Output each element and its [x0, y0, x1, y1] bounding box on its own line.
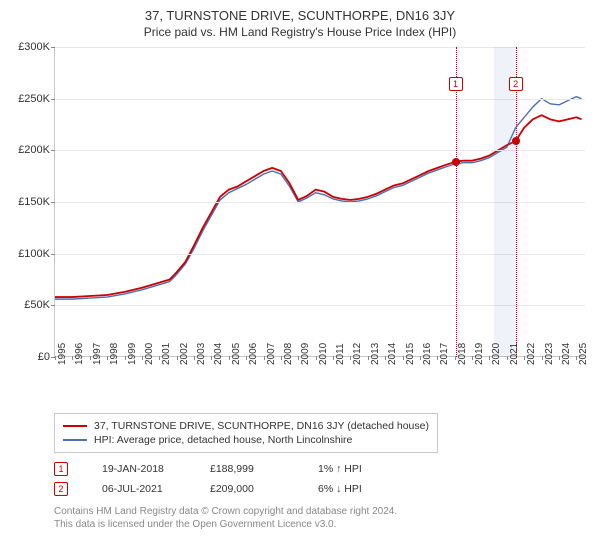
- shaded-region: [494, 47, 517, 357]
- x-axis-label: 2009: [300, 343, 311, 365]
- y-tick: [51, 99, 55, 100]
- x-tick: [264, 356, 265, 360]
- sale-point-dot: [452, 158, 460, 166]
- x-axis-label: 2022: [526, 343, 537, 365]
- x-tick: [281, 356, 282, 360]
- sale-delta: 6% ↓ HPI: [318, 483, 408, 495]
- sale-point-dot: [512, 137, 520, 145]
- x-axis-label: 2018: [457, 343, 468, 365]
- marker-box: 1: [449, 77, 463, 91]
- y-axis-label: £150K: [10, 196, 50, 208]
- y-axis-label: £100K: [10, 248, 50, 260]
- x-tick: [333, 356, 334, 360]
- x-tick: [107, 356, 108, 360]
- legend: 37, TURNSTONE DRIVE, SCUNTHORPE, DN16 3J…: [54, 413, 438, 453]
- x-axis-label: 1997: [92, 343, 103, 365]
- sale-marker-box: 1: [54, 462, 68, 476]
- sale-date: 19-JAN-2018: [102, 463, 192, 475]
- marker-line: [456, 47, 457, 357]
- x-axis-label: 2017: [439, 343, 450, 365]
- y-tick: [51, 150, 55, 151]
- x-axis-label: 2000: [144, 343, 155, 365]
- legend-swatch: [63, 439, 87, 441]
- y-axis-label: £50K: [10, 299, 50, 311]
- x-axis-label: 2007: [266, 343, 277, 365]
- x-axis-label: 2019: [474, 343, 485, 365]
- sale-price: £209,000: [210, 483, 300, 495]
- x-tick: [229, 356, 230, 360]
- y-axis-label: £0: [10, 351, 50, 363]
- x-tick: [90, 356, 91, 360]
- x-tick: [316, 356, 317, 360]
- x-axis-label: 1995: [57, 343, 68, 365]
- x-axis-label: 2013: [370, 343, 381, 365]
- x-axis-label: 1999: [127, 343, 138, 365]
- x-tick: [403, 356, 404, 360]
- x-axis-label: 2010: [318, 343, 329, 365]
- x-tick: [55, 356, 56, 360]
- x-tick: [385, 356, 386, 360]
- plot-area: 12: [54, 47, 584, 357]
- sale-date: 06-JUL-2021: [102, 483, 192, 495]
- x-axis-label: 1998: [109, 343, 120, 365]
- x-axis-label: 2012: [352, 343, 363, 365]
- footnote: Contains HM Land Registry data © Crown c…: [54, 505, 590, 531]
- sale-row: 2 06-JUL-2021 £209,000 6% ↓ HPI: [54, 479, 590, 499]
- x-tick: [142, 356, 143, 360]
- x-axis-label: 2004: [213, 343, 224, 365]
- legend-swatch: [63, 425, 87, 427]
- x-axis-label: 2015: [405, 343, 416, 365]
- x-tick: [125, 356, 126, 360]
- y-tick: [51, 47, 55, 48]
- legend-row: HPI: Average price, detached house, Nort…: [63, 433, 429, 447]
- x-tick: [246, 356, 247, 360]
- legend-row: 37, TURNSTONE DRIVE, SCUNTHORPE, DN16 3J…: [63, 419, 429, 433]
- x-axis-label: 2014: [387, 343, 398, 365]
- x-axis-label: 2021: [509, 343, 520, 365]
- legend-label: HPI: Average price, detached house, Nort…: [94, 433, 352, 447]
- x-axis-label: 1996: [74, 343, 85, 365]
- marker-box: 2: [509, 77, 523, 91]
- chart-title: 37, TURNSTONE DRIVE, SCUNTHORPE, DN16 3J…: [10, 8, 590, 23]
- chart-subtitle: Price paid vs. HM Land Registry's House …: [10, 25, 590, 39]
- x-axis-label: 2008: [283, 343, 294, 365]
- x-tick: [177, 356, 178, 360]
- sale-row: 1 19-JAN-2018 £188,999 1% ↑ HPI: [54, 459, 590, 479]
- marker-line: [516, 47, 517, 357]
- footnote-line: Contains HM Land Registry data © Crown c…: [54, 505, 590, 518]
- y-axis-label: £200K: [10, 144, 50, 156]
- sale-price: £188,999: [210, 463, 300, 475]
- chart-plot-wrap: 12 £0£50K£100K£150K£200K£250K£300K199519…: [10, 47, 590, 407]
- x-axis-label: 2023: [544, 343, 555, 365]
- footnote-line: This data is licensed under the Open Gov…: [54, 518, 590, 531]
- x-tick: [194, 356, 195, 360]
- y-axis-label: £300K: [10, 41, 50, 53]
- x-axis-label: 2020: [491, 343, 502, 365]
- x-axis-label: 2003: [196, 343, 207, 365]
- legend-label: 37, TURNSTONE DRIVE, SCUNTHORPE, DN16 3J…: [94, 419, 429, 433]
- x-axis-label: 2011: [335, 343, 346, 365]
- sale-delta: 1% ↑ HPI: [318, 463, 408, 475]
- x-tick: [542, 356, 543, 360]
- x-axis-label: 2016: [422, 343, 433, 365]
- x-tick: [368, 356, 369, 360]
- x-tick: [420, 356, 421, 360]
- x-axis-label: 2024: [561, 343, 572, 365]
- x-axis-label: 2002: [179, 343, 190, 365]
- x-axis-label: 2006: [248, 343, 259, 365]
- sale-marker-box: 2: [54, 482, 68, 496]
- chart-container: { "title": "37, TURNSTONE DRIVE, SCUNTHO…: [0, 0, 600, 560]
- x-axis-label: 2001: [161, 343, 172, 365]
- y-tick: [51, 254, 55, 255]
- y-tick: [51, 305, 55, 306]
- sales-table: 1 19-JAN-2018 £188,999 1% ↑ HPI 2 06-JUL-2021…: [54, 459, 590, 499]
- x-tick: [559, 356, 560, 360]
- x-axis-label: 2005: [231, 343, 242, 365]
- x-tick: [472, 356, 473, 360]
- y-tick: [51, 202, 55, 203]
- x-axis-label: 2025: [578, 343, 589, 365]
- y-axis-label: £250K: [10, 93, 50, 105]
